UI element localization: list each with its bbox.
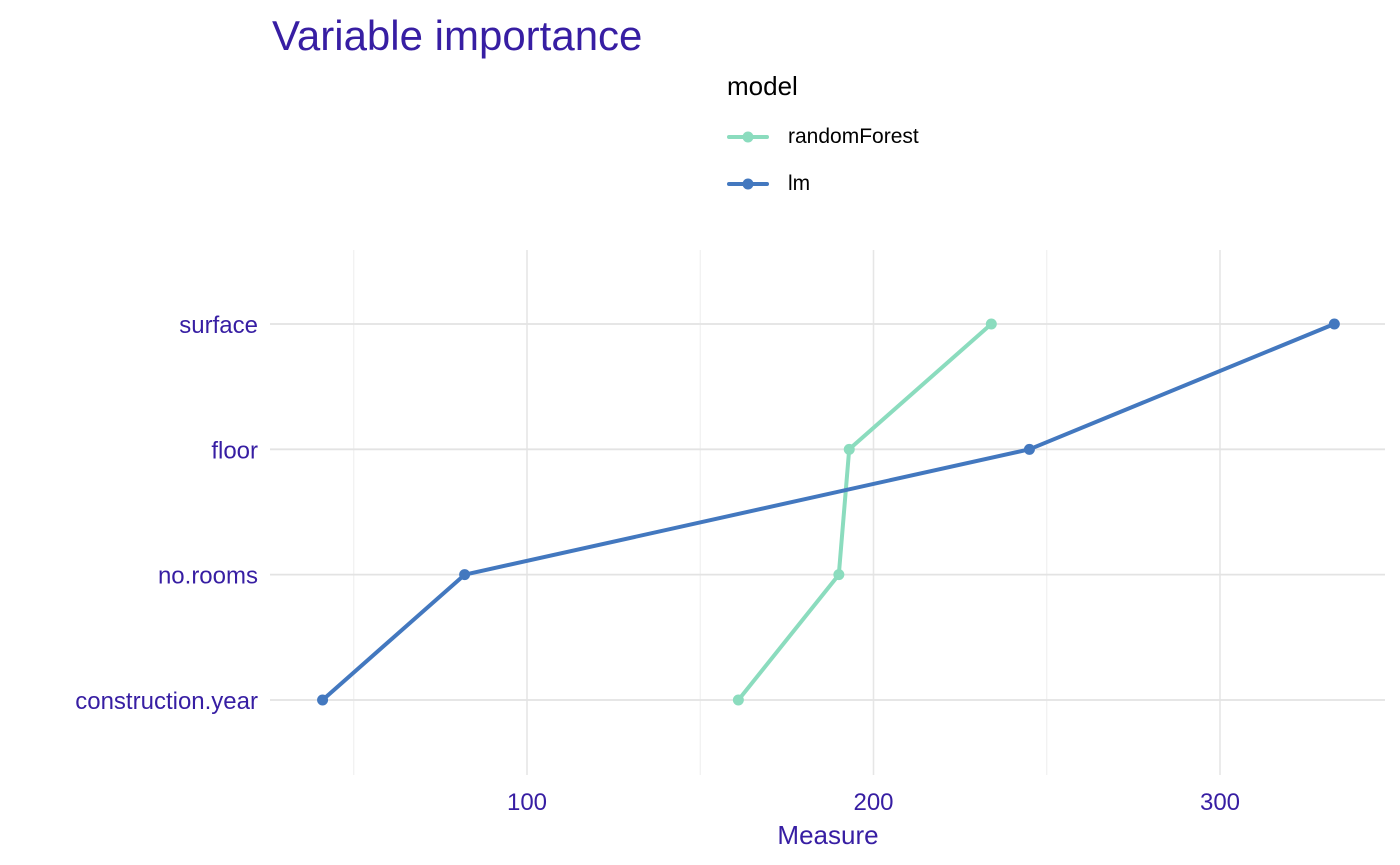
y-tick-label: surface bbox=[179, 312, 258, 339]
y-tick-label: construction.year bbox=[75, 688, 258, 715]
y-tick-label: floor bbox=[211, 437, 258, 464]
y-axis-tick-labels: surface floor no.rooms construction.year bbox=[75, 312, 258, 715]
x-axis-label: Measure bbox=[777, 820, 878, 850]
x-tick-label: 100 bbox=[507, 789, 547, 816]
x-tick-label: 200 bbox=[853, 789, 893, 816]
series-line-randomforest bbox=[736, 322, 994, 702]
series-layer bbox=[317, 318, 1340, 706]
series-line-lm bbox=[320, 322, 1337, 702]
legend-title: model bbox=[727, 71, 798, 101]
legend-label-lm: lm bbox=[788, 172, 811, 195]
x-tick-label: 300 bbox=[1200, 789, 1240, 816]
data-point-lm-no-rooms bbox=[459, 569, 471, 581]
data-point-randomforest-construction-year bbox=[732, 694, 744, 706]
legend-key-lm bbox=[727, 178, 769, 190]
data-point-lm-construction-year bbox=[317, 694, 329, 706]
legend-point-randomforest bbox=[742, 131, 754, 143]
data-point-lm-floor bbox=[1023, 443, 1035, 455]
y-tick-label: no.rooms bbox=[158, 563, 258, 590]
legend-label-randomforest: randomForest bbox=[788, 125, 919, 148]
data-point-randomforest-no-rooms bbox=[833, 569, 845, 581]
major-gridlines bbox=[270, 250, 1385, 775]
x-axis-tick-labels: 100 200 300 bbox=[507, 789, 1240, 816]
legend-point-lm bbox=[742, 178, 754, 190]
chart-title: Variable importance bbox=[272, 12, 643, 59]
data-point-lm-surface bbox=[1328, 318, 1340, 330]
legend-key-randomforest bbox=[727, 131, 769, 143]
data-point-randomforest-floor bbox=[843, 443, 855, 455]
data-point-randomforest-surface bbox=[985, 318, 997, 330]
minor-gridlines bbox=[353, 250, 1048, 775]
